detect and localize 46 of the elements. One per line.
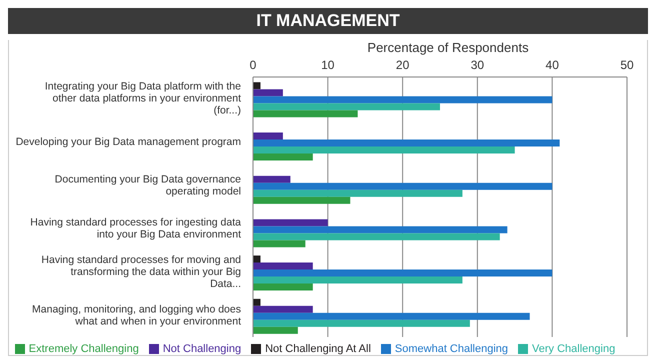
y-tick-label: Managing, monitoring, and logging who does what and when in your environment [32, 303, 242, 328]
bar [253, 140, 560, 147]
bar [253, 262, 313, 270]
bar [253, 320, 470, 327]
legend-label: Not Challenging At All [265, 343, 371, 355]
x-axis-title: Percentage of Respondents [366, 40, 530, 55]
bar [253, 190, 462, 197]
y-tick-label: Having standard processes for moving and transforming the data within your Big Data... [41, 254, 242, 290]
bar [253, 326, 298, 334]
bar [253, 233, 500, 240]
bar [253, 154, 313, 161]
bar [253, 298, 260, 306]
bar [253, 219, 328, 226]
bar [253, 306, 313, 313]
y-tick-label: Integrating your Big Data platform with the other data platforms in your environment (for...) [44, 80, 242, 117]
bar [253, 276, 462, 284]
legend-label: Very Challenging [532, 343, 616, 355]
legend-label: Extremely Challenging [28, 343, 139, 355]
legend-label: Somewhat Challenging [394, 343, 508, 355]
bar [253, 132, 283, 140]
bar [253, 270, 552, 277]
bar [253, 96, 552, 104]
legend-label: Not Challenging [162, 343, 242, 355]
x-tick-label: 20 [396, 58, 410, 72]
bar [253, 240, 306, 248]
bar [253, 182, 552, 190]
x-tick-label: 50 [620, 58, 634, 72]
bar [253, 312, 530, 320]
bar [253, 110, 358, 118]
bar [253, 284, 313, 291]
x-tick-label: 30 [470, 58, 484, 72]
bar [253, 103, 440, 110]
bar [253, 89, 283, 96]
bar [253, 82, 260, 90]
bar [253, 146, 515, 154]
y-tick-label: Documenting your Big Data governance operating model [54, 173, 242, 198]
x-tick-label: 0 [250, 58, 257, 72]
bar [253, 196, 350, 204]
x-tick-label: 10 [321, 58, 335, 72]
bar [253, 226, 508, 234]
y-tick-label: Developing your Big Data management program [16, 136, 242, 148]
bar [253, 176, 290, 183]
bar [253, 256, 260, 263]
y-tick-label: Having standard processes for ingesting data into your Big Data environment [30, 216, 242, 241]
chart-title: IT MANAGEMENT [8, 8, 648, 34]
x-tick-label: 40 [546, 58, 560, 72]
